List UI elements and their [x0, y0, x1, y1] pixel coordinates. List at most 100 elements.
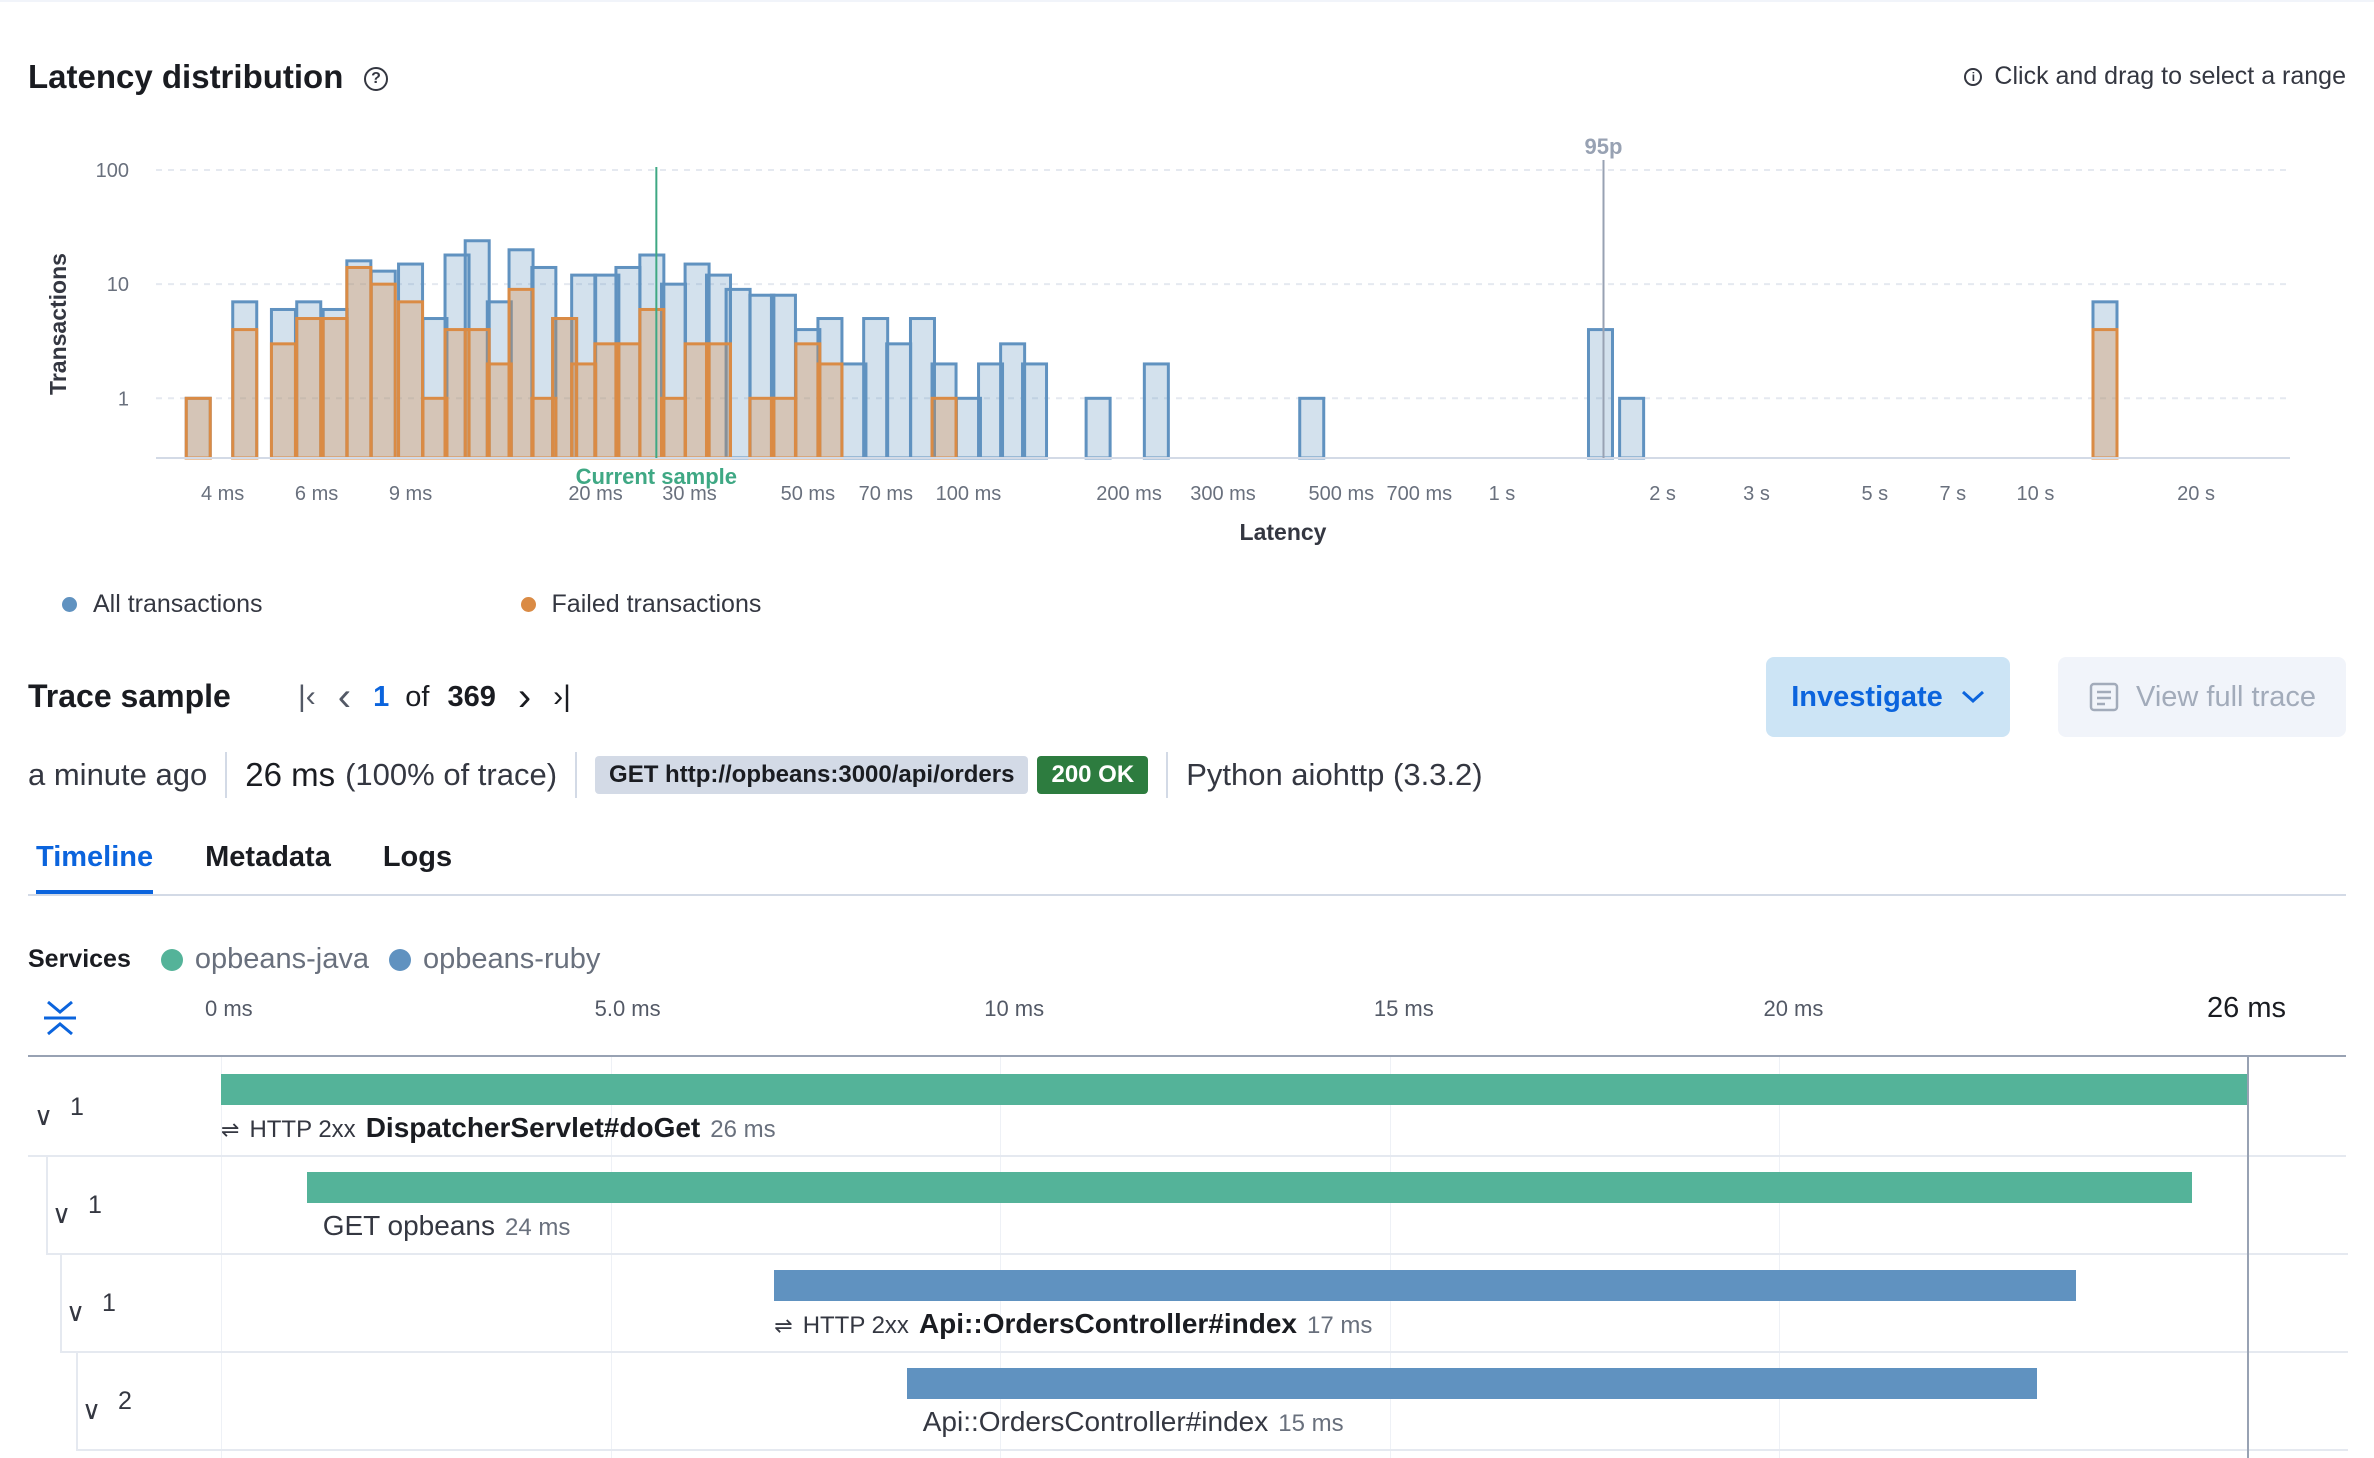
timeline-axis: 0 ms 5.0 ms 10 ms 15 ms 20 ms 26 ms [0, 992, 2374, 1056]
histogram-bar-failed [269, 342, 297, 460]
pager-current: 1 [373, 680, 390, 713]
chevron-down-icon [1961, 690, 1984, 704]
select-range-hint: i Click and drag to select a range [1964, 62, 2346, 91]
span-label[interactable]: ⇌ HTTP 2xx DispatcherServlet#doGet 26 ms [221, 1112, 776, 1144]
trace-sample-title: Trace sample [28, 678, 231, 714]
x-tick-label: 500 ms [1309, 483, 1375, 505]
histogram-bar-failed [184, 396, 212, 460]
histogram-bar-all [977, 362, 1005, 460]
histogram-bar-failed [570, 362, 598, 460]
service-java[interactable]: opbeans-java [194, 943, 370, 975]
span-bar[interactable] [906, 1368, 2037, 1399]
tab-timeline[interactable]: Timeline [36, 841, 154, 894]
histogram-bar-failed [614, 342, 642, 460]
histogram-bar-all [1618, 396, 1646, 460]
legend-label: Failed transactions [551, 590, 762, 618]
child-count: 1 [102, 1289, 116, 1317]
first-page-icon[interactable]: |‹ [298, 680, 316, 713]
x-tick-label: 100 ms [936, 483, 1002, 505]
span-name: Api::OrdersController#index [918, 1308, 1297, 1339]
span-name: Api::OrdersController#index [922, 1406, 1269, 1437]
x-tick-label: 9 ms [389, 483, 432, 505]
timeline-tick: 20 ms [1763, 996, 1824, 1021]
x-tick-label: 200 ms [1096, 483, 1162, 505]
next-page-icon[interactable]: › [517, 675, 532, 719]
chevron-down-icon[interactable]: ∨ [66, 1297, 86, 1327]
collapse-all-icon[interactable] [42, 998, 78, 1038]
histogram-bar-failed [485, 362, 513, 460]
timeline-gridline [1779, 1057, 1781, 1458]
chevron-down-icon[interactable]: ∨ [82, 1395, 102, 1425]
document-icon [2089, 682, 2119, 712]
chevron-down-icon[interactable]: ∨ [34, 1101, 54, 1131]
histogram-bar-failed [345, 265, 373, 460]
latency-title: Latency distribution [28, 58, 344, 95]
waterfall-row[interactable]: ∨ 2 [76, 1351, 2348, 1451]
x-tick-label: 70 ms [859, 483, 913, 505]
waterfall-row[interactable]: ∨ 1 [60, 1253, 2348, 1353]
timeline-tick: 0 ms [205, 996, 253, 1021]
tab-metadata[interactable]: Metadata [205, 841, 331, 873]
info-icon: i [1964, 67, 1983, 86]
view-full-trace-label: View full trace [2136, 680, 2316, 713]
chevron-down-icon[interactable]: ∨ [52, 1199, 72, 1229]
service-ruby[interactable]: opbeans-ruby [423, 943, 601, 975]
histogram-bar-all [1084, 396, 1112, 460]
waterfall-row[interactable]: ∨ 1 [28, 1057, 2346, 1157]
timeline-gridline [221, 1057, 222, 1458]
trace-summary: a minute ago 26 ms (100% of trace) GET h… [28, 752, 1483, 798]
percentile-label: 95p [1585, 134, 1623, 159]
service-dot-icon [389, 948, 412, 971]
span-duration: 24 ms [504, 1214, 571, 1241]
histogram-bar-failed [816, 362, 844, 460]
span-label[interactable]: GET opbeans 24 ms [323, 1210, 571, 1242]
timeline-tick: 5.0 ms [594, 996, 661, 1021]
histogram-bar-all [1142, 362, 1170, 460]
histogram-bar-failed [295, 317, 323, 460]
investigate-label: Investigate [1791, 680, 1943, 713]
waterfall: ∨ 1 ∨ 1 ∨ 1 ∨ 2 ⇌ HTTP 2xx DispatcherSer… [0, 1057, 2374, 1458]
investigate-button[interactable]: Investigate [1766, 657, 2010, 737]
timeline-gridline [1000, 1057, 1002, 1458]
histogram-bar-all [748, 293, 776, 460]
span-bar[interactable] [306, 1172, 2193, 1203]
y-tick-label: 10 [107, 274, 129, 296]
top-border [0, 0, 2374, 2]
last-page-icon[interactable]: ›| [553, 680, 571, 713]
x-tick-label: 3 s [1743, 483, 1770, 505]
histogram-bar-all [1021, 362, 1049, 460]
tab-logs[interactable]: Logs [382, 841, 453, 873]
waterfall-row[interactable]: ∨ 1 [46, 1155, 2348, 1255]
question-circle-icon[interactable]: ? [364, 67, 388, 91]
view-full-trace-button[interactable]: View full trace [2058, 657, 2346, 737]
x-tick-label: 20 s [2177, 483, 2215, 505]
histogram-bar-failed [507, 287, 535, 460]
services-label: Services [28, 945, 131, 973]
previous-page-icon[interactable]: ‹ [337, 675, 352, 719]
http-exchange-icon: ⇌ [774, 1313, 793, 1338]
histogram-bar-failed [638, 307, 666, 460]
y-tick-label: 100 [96, 160, 129, 182]
timeline-end: 26 ms [2207, 992, 2286, 1024]
x-tick-label: 10 s [2017, 483, 2055, 505]
hint-text: Click and drag to select a range [1994, 62, 2346, 90]
span-label[interactable]: ⇌ HTTP 2xx Api::OrdersController#index 1… [774, 1308, 1372, 1340]
child-count: 2 [118, 1387, 132, 1415]
span-bar[interactable] [774, 1270, 2076, 1301]
x-axis-title: Latency [1240, 519, 1327, 545]
span-status: HTTP 2xx [802, 1312, 909, 1339]
histogram-bar-all [1298, 396, 1326, 460]
histogram-bar-failed [369, 282, 397, 460]
histogram-bar-all [885, 342, 913, 460]
span-label[interactable]: Api::OrdersController#index 15 ms [923, 1406, 1344, 1438]
http-exchange-icon: ⇌ [221, 1117, 240, 1142]
x-tick-label: 4 ms [201, 483, 244, 505]
latency-distribution-chart[interactable]: 1 10 100 Current sample 95p 4 ms 6 ms 9 ms 20 ms… [0, 130, 2374, 570]
span-bar[interactable] [221, 1074, 2247, 1105]
legend-all-transactions[interactable]: All transactions [62, 590, 263, 619]
x-tick-label: 7 s [1939, 483, 1966, 505]
legend-failed-transactions[interactable]: Failed transactions [520, 590, 762, 619]
legend-dot-icon [520, 597, 536, 612]
x-tick-label: 1 s [1489, 483, 1516, 505]
agent-name: Python aiohttp (3.3.2) [1186, 757, 1483, 792]
